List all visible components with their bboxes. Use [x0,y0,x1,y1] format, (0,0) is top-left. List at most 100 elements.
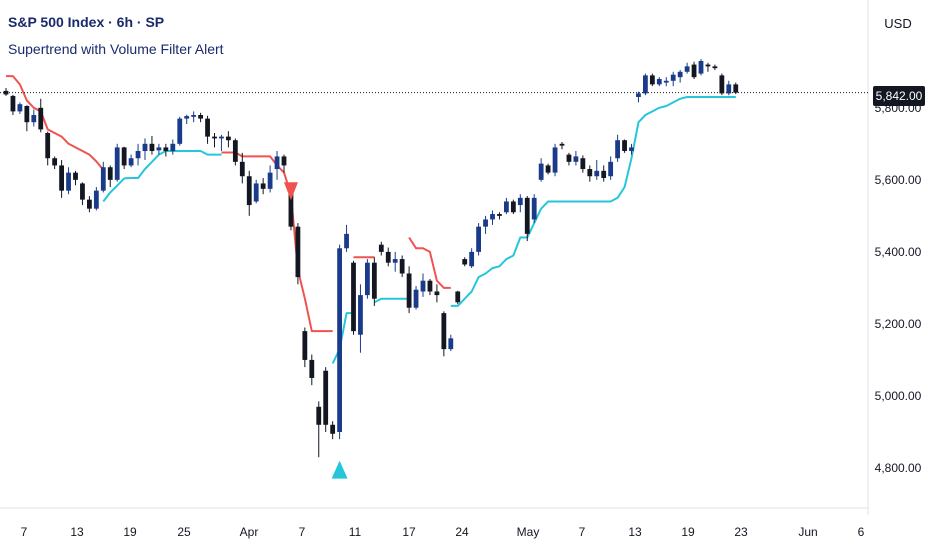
candle-up [413,286,419,310]
candle-body [580,158,586,170]
candle-down [309,354,315,386]
candle-down [622,139,627,153]
candle-up [253,179,259,204]
candle-body [469,251,475,267]
candle-down [545,163,551,175]
candle-body [184,116,190,119]
candle-body [93,190,99,209]
candle-body [73,172,78,180]
candle-body [531,197,537,220]
candle-up [677,69,683,83]
supertrend-down-line [6,75,105,171]
candle-up [66,167,71,195]
candle-body [670,74,676,81]
candle-up [170,139,176,155]
candle-down [649,73,655,87]
candle-body [45,133,51,159]
candle-up [420,273,426,297]
candle-down [427,278,433,296]
candle-body [510,201,516,213]
candle-down [163,143,169,157]
candle-body [281,156,287,166]
candle-down [107,165,113,188]
candle-up [643,73,648,96]
candle-body [385,251,391,263]
candle-body [726,84,732,94]
candle-body [420,280,426,292]
indicator-title[interactable]: Supertrend with Volume Filter Alert [8,41,224,57]
candle-down [587,165,593,182]
candle-up [31,109,37,127]
candle-up [100,161,106,193]
supertrend-up-line [102,150,222,203]
candle-up [135,143,141,166]
candle-body [476,226,481,252]
candle-down [351,260,356,335]
sell-signal-arrow [283,182,298,201]
supertrend-up-line [331,312,354,364]
candle-body [684,66,690,72]
x-tick-label: 24 [455,525,469,539]
candle-body [392,259,398,263]
candle-body [253,183,259,202]
candle-down [580,155,586,173]
candle-body [406,273,412,308]
x-tick-label: 6 [858,525,865,539]
candle-body [559,143,565,146]
candle-down [406,266,412,314]
x-tick-label: 19 [123,525,137,539]
candle-body [691,64,697,78]
currency-label[interactable]: USD [884,16,912,31]
candle-up [538,158,544,182]
y-tick-label: 5,600.00 [875,173,922,187]
candle-body [663,80,669,83]
candle-body [698,60,704,74]
candle-body [170,143,176,152]
candle-down [719,73,725,96]
candle-body [636,93,641,97]
candle-up [267,165,273,193]
x-tick-label: 19 [681,525,695,539]
x-tick-label: 7 [579,525,586,539]
candle-body [615,140,620,159]
candle-down [399,255,405,278]
candle-up [365,259,370,299]
candle-body [295,226,301,278]
candle-up [483,215,488,234]
candle-up [177,116,183,146]
candle-up [531,194,537,224]
x-tick-label: 17 [402,525,416,539]
candle-body [232,140,238,162]
candle-down [371,257,377,306]
candle-down [198,112,203,123]
candle-down [462,257,468,267]
candle-down [510,199,516,215]
candle-body [87,199,92,209]
candle-up [17,102,23,114]
candle-down [691,61,697,79]
candle-body [142,143,148,152]
candle-body [260,183,266,189]
candle-body [226,136,231,141]
candle-down [246,170,252,216]
candle-body [504,201,509,213]
candle-body [441,313,447,350]
candle-body [622,140,627,152]
candle-body [629,147,634,152]
x-tick-label: 23 [734,525,748,539]
candle-body [649,75,655,85]
candle-body [552,147,558,173]
x-tick-label: May [517,525,540,539]
candle-body [107,167,113,180]
candle-down [316,401,322,458]
candle-body [594,170,600,177]
candle-down [497,212,502,220]
candle-down [260,178,266,195]
candle-body [538,163,544,180]
candle-body [608,161,614,177]
candle-body [712,66,718,69]
symbol-title[interactable]: S&P 500 Index · 6h · SP [8,14,165,30]
candle-body [371,262,377,299]
candle-body [219,136,224,139]
